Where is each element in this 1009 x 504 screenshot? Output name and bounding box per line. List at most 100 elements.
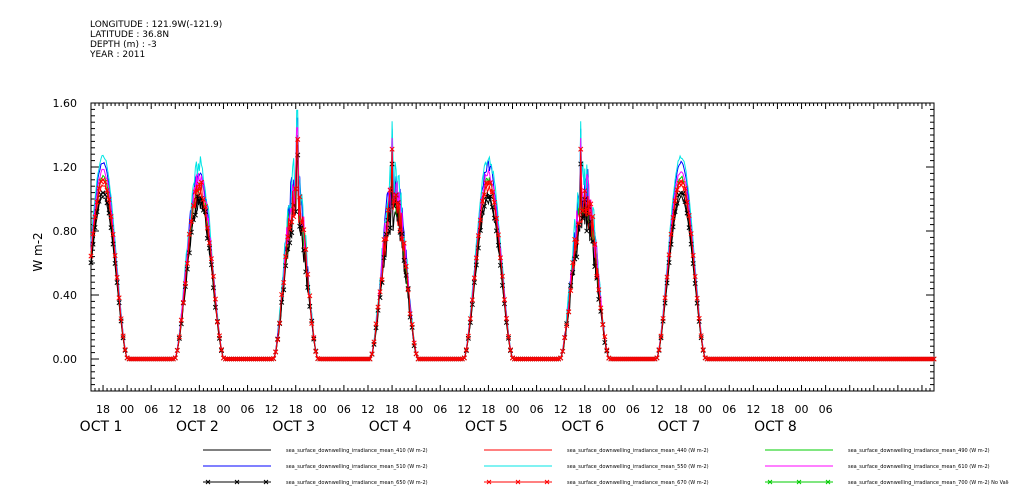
y-tick-label: 1.60 — [53, 97, 78, 110]
series-marker — [493, 215, 499, 222]
series-marker — [495, 232, 502, 238]
longitude-label: LONGITUDE : 121.9W(-121.9) — [90, 20, 223, 30]
series-marker — [437, 356, 443, 362]
series-marker — [230, 356, 237, 362]
series-marker — [202, 204, 208, 210]
series-marker — [835, 356, 841, 362]
series-marker — [913, 356, 919, 362]
series-marker — [333, 356, 339, 362]
series-marker — [261, 356, 267, 362]
series-marker — [273, 349, 279, 355]
series-marker — [865, 356, 871, 362]
series-marker — [534, 356, 540, 362]
series-marker — [255, 356, 261, 362]
series-marker — [136, 356, 142, 362]
depth-label: DEPTH (m) : -3 — [90, 40, 157, 50]
y-tick-label: 1.20 — [53, 161, 78, 174]
series-marker — [893, 356, 899, 362]
series-marker — [618, 356, 624, 362]
series-marker — [92, 214, 98, 220]
series-marker — [339, 356, 345, 362]
series-marker — [927, 356, 933, 362]
series-marker — [345, 356, 351, 362]
legend-marker — [515, 479, 521, 485]
series-marker — [489, 189, 495, 195]
series-marker — [772, 356, 778, 362]
series-marker — [511, 356, 518, 362]
series-marker — [768, 356, 774, 362]
series-marker — [503, 315, 510, 322]
x-tick-label: 06 — [241, 403, 255, 416]
series-marker — [863, 356, 869, 362]
series-marker — [528, 356, 534, 362]
series-marker — [303, 246, 309, 253]
series-marker — [214, 319, 221, 325]
series-marker — [827, 356, 833, 362]
x-tick-label: 12 — [168, 403, 182, 416]
series-marker — [347, 356, 353, 362]
x-tick-label: 06 — [626, 403, 640, 416]
series-marker — [305, 271, 311, 277]
series-marker — [710, 356, 716, 362]
series-marker — [720, 356, 726, 362]
series-marker — [130, 356, 136, 362]
series-marker — [154, 356, 160, 362]
series-marker — [210, 285, 216, 291]
series-marker — [694, 300, 700, 306]
series-marker — [905, 356, 911, 362]
series-marker — [728, 356, 734, 362]
series-marker — [568, 288, 574, 294]
series-marker — [566, 309, 572, 315]
legend: sea_surface_downwelling_irradiance_mean_… — [203, 448, 1009, 486]
series-marker — [855, 356, 861, 362]
x-tick-label: 18 — [481, 403, 495, 416]
series-marker — [517, 356, 524, 362]
series-marker — [885, 356, 891, 362]
series-marker — [907, 356, 913, 362]
series-marker — [891, 356, 897, 362]
series-marker — [267, 356, 273, 362]
series-marker — [915, 356, 921, 362]
series-marker — [612, 356, 618, 362]
series-marker — [234, 356, 241, 362]
series-marker — [90, 231, 96, 237]
series-marker — [847, 356, 853, 362]
series-marker — [453, 356, 459, 362]
series-marker — [439, 356, 445, 362]
x-tick-label: 18 — [289, 403, 303, 416]
series-marker — [108, 214, 114, 220]
series-marker — [732, 356, 738, 362]
series-marker — [277, 320, 283, 326]
series-marker — [142, 356, 148, 362]
series-marker — [487, 180, 493, 186]
series-marker — [415, 356, 421, 362]
series-marker — [594, 273, 600, 279]
series-marker — [385, 207, 391, 213]
series-marker — [507, 347, 514, 353]
series-marker — [931, 356, 937, 362]
series-marker — [580, 208, 586, 214]
series-marker — [640, 356, 646, 362]
series-marker — [696, 315, 702, 322]
series-marker — [813, 356, 819, 362]
legend-label: sea_surface_downwelling_irradiance_mean_… — [848, 464, 990, 470]
series-marker — [200, 196, 206, 202]
series-marker — [686, 212, 692, 219]
series-marker — [690, 252, 696, 258]
series-marker — [287, 226, 293, 232]
series-marker — [180, 299, 186, 306]
series-marker — [132, 356, 138, 362]
series-marker — [481, 203, 487, 209]
latitude-label: LATITUDE : 36.8N — [90, 30, 170, 40]
series-marker — [499, 273, 506, 279]
series-marker — [837, 356, 843, 362]
series-marker — [608, 356, 614, 362]
series-marker — [642, 356, 648, 362]
series-marker — [447, 356, 453, 362]
series-marker — [919, 356, 925, 362]
series-marker — [471, 275, 477, 281]
series-marker — [744, 356, 750, 362]
series-marker — [736, 356, 742, 362]
series-marker — [788, 356, 795, 362]
series-marker — [704, 356, 710, 362]
